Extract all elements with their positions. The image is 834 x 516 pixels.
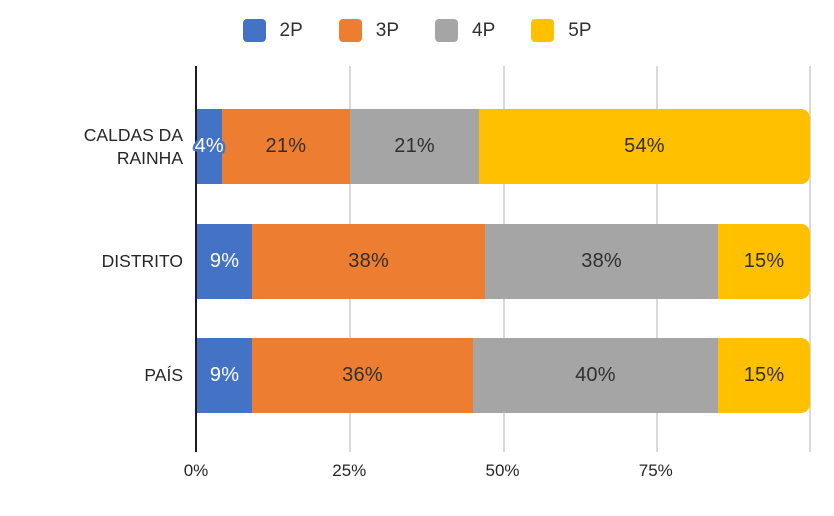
legend-label: 3P <box>375 19 399 41</box>
data-label: 21% <box>265 135 307 157</box>
legend-item-4p[interactable]: 4P <box>435 19 495 42</box>
data-label: 9% <box>209 364 240 386</box>
legend-swatch-4p <box>435 19 458 42</box>
data-label: 36% <box>342 364 383 386</box>
data-label: 54% <box>624 135 665 157</box>
bar-segment-3p-distrito[interactable]: 38% <box>252 223 486 299</box>
bar-row-distrito: 9% 38% 38% 15% <box>197 223 810 299</box>
bar-segment-5p-pais[interactable]: 15% <box>718 338 810 413</box>
data-label: 9% <box>209 249 240 272</box>
bar-segment-4p-caldas-da-rainha[interactable]: 21% <box>350 109 479 184</box>
bar-segment-3p-pais[interactable]: 36% <box>252 338 473 413</box>
legend-label: 2P <box>279 19 303 41</box>
data-label: 21% <box>394 135 435 157</box>
legend-label: 5P <box>568 19 592 41</box>
bar-segment-4p-pais[interactable]: 40% <box>472 338 719 413</box>
data-label: 38% <box>348 249 389 272</box>
category-label-caldas-da-rainha: CALDAS DA RAINHA <box>83 124 183 168</box>
bar-segment-5p-caldas-da-rainha[interactable]: 54% <box>478 109 810 184</box>
bar-segment-2p-caldas-da-rainha[interactable]: 4% <box>194 109 224 184</box>
category-label-pais: PAÍS <box>144 365 183 386</box>
x-tick-label-25: 25% <box>332 461 367 480</box>
bar-segment-2p-distrito[interactable]: 9% <box>197 223 253 299</box>
x-tick-label-50: 50% <box>485 461 520 480</box>
bar-segment-4p-distrito[interactable]: 38% <box>485 223 719 299</box>
legend-item-3p[interactable]: 3P <box>338 19 399 42</box>
data-label: 15% <box>743 249 785 272</box>
chart-legend: 2P 3P 4P 5P <box>0 19 834 42</box>
bar-row-caldas-da-rainha: 4% 21% 21% 54% <box>194 109 810 184</box>
plot-area: 4% 21% 21% 54% 9% 38% 38% 15% 9% 36% 40% 15% <box>194 66 811 452</box>
x-tick-label-0: 0% <box>183 461 209 480</box>
data-label: 40% <box>575 364 616 386</box>
bar-row-pais: 9% 36% 40% 15% <box>197 338 810 413</box>
legend-item-5p[interactable]: 5P <box>531 19 592 42</box>
data-label: 4% <box>194 135 224 157</box>
x-tick-label-75: 75% <box>638 461 673 480</box>
bar-segment-3p-caldas-da-rainha[interactable]: 21% <box>221 109 351 184</box>
legend-item-2p[interactable]: 2P <box>242 19 303 42</box>
legend-swatch-2p <box>242 19 266 42</box>
legend-swatch-5p <box>531 19 555 42</box>
gridline-100 <box>809 66 811 452</box>
data-label: 38% <box>581 249 622 272</box>
bar-segment-2p-pais[interactable]: 9% <box>197 338 253 413</box>
data-label: 15% <box>743 364 785 386</box>
legend-label: 4P <box>472 19 496 41</box>
bar-segment-5p-distrito[interactable]: 15% <box>718 223 810 299</box>
legend-swatch-3p <box>338 19 362 42</box>
category-label-distrito: DISTRITO <box>101 250 183 271</box>
